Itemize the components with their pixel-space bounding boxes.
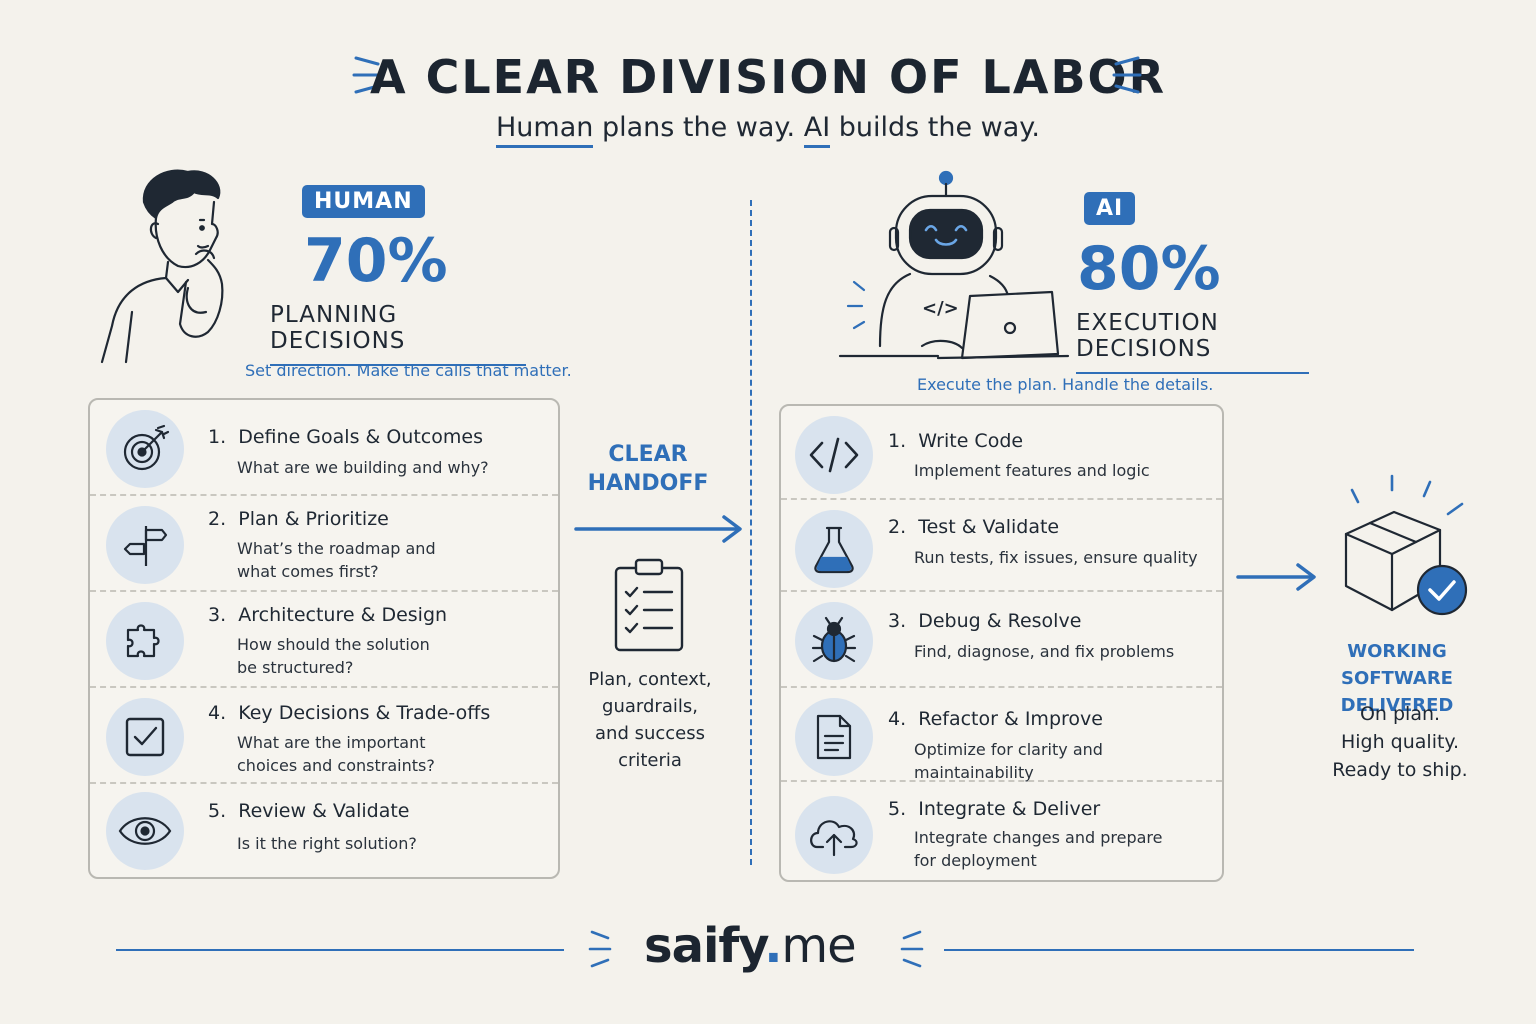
list-item: 1. Define Goals & Outcomes What are we b… (90, 400, 558, 496)
chest-code-label: </> (922, 298, 959, 319)
brand-dot: . (764, 918, 782, 974)
handoff-desc-line: and success (595, 723, 705, 744)
list-item: 1. Write Code Implement features and log… (781, 406, 1222, 500)
thinking-person-illustration (96, 162, 256, 371)
human-badge: HUMAN (302, 185, 425, 218)
cloud-upload-icon (795, 796, 873, 874)
subtitle: Human plans the way. AI builds the way. (0, 112, 1536, 148)
ai-tasks-card: 1. Write Code Implement features and log… (779, 404, 1224, 882)
ai-tagline: Execute the plan. Handle the details. (917, 375, 1214, 394)
item-desc: What are we building and why? (237, 458, 489, 477)
list-item: 5. Integrate & Deliver Integrate changes… (781, 780, 1222, 882)
item-number: 5. (208, 800, 227, 822)
delivered-desc-line: High quality. (1340, 731, 1460, 753)
title-accent-left (350, 50, 384, 100)
bug-icon (795, 602, 873, 680)
item-number: 4. (888, 708, 907, 730)
handoff-label: CLEAR HANDOFF (568, 440, 728, 498)
item-number: 4. (208, 702, 227, 724)
list-item: 3. Architecture & Design How should the … (90, 590, 558, 688)
ai-heading: EXECUTION DECISIONS (1076, 310, 1309, 374)
item-title: Architecture & Design (238, 604, 448, 626)
delivered-title-line2: DELIVERED (1340, 695, 1454, 716)
item-title: Integrate & Deliver (918, 798, 1101, 820)
subtitle-part2: builds the way. (830, 112, 1041, 143)
delivered-desc-line: On plan. (1359, 703, 1441, 725)
item-desc: What’s the roadmap and what comes first? (237, 539, 436, 581)
handoff-label-line2: HANDOFF (587, 471, 709, 496)
footer-accent-right (898, 924, 926, 974)
item-number: 5. (888, 798, 907, 820)
item-number: 3. (208, 604, 227, 626)
eye-icon (106, 792, 184, 870)
item-desc: Is it the right solution? (237, 834, 417, 853)
item-title: Key Decisions & Trade-offs (238, 702, 491, 724)
item-number: 1. (208, 426, 227, 448)
delivered-title-line1: WORKING SOFTWARE (1341, 641, 1453, 689)
subtitle-ai-word: AI (803, 112, 831, 148)
brand-tld: me (781, 918, 856, 974)
handoff-description: Plan, context, guardrails, and success c… (570, 666, 730, 774)
title-accent-right (1110, 50, 1144, 100)
item-title: Plan & Prioritize (238, 508, 389, 530)
delivered-desc-line: Ready to ship. (1332, 759, 1468, 781)
brand-logo: saify.me (644, 918, 857, 974)
item-title: Define Goals & Outcomes (238, 426, 483, 448)
list-item: 4. Refactor & Improve Optimize for clari… (781, 686, 1222, 782)
subtitle-part1: plans the way. (593, 112, 804, 143)
delivery-arrow (1236, 560, 1318, 598)
list-item: 2. Plan & Prioritize What’s the roadmap … (90, 494, 558, 592)
handoff-desc-line: Plan, context, (588, 669, 712, 690)
flask-icon (795, 510, 873, 588)
item-number: 2. (888, 516, 907, 538)
handoff-label-line1: CLEAR (608, 442, 688, 467)
item-desc: Implement features and logic (914, 461, 1150, 480)
page-title: A CLEAR DIVISION OF LABOR (369, 50, 1167, 104)
item-number: 3. (888, 610, 907, 632)
subtitle-human-word: Human (495, 112, 594, 148)
robot-laptop-illustration (838, 168, 1070, 367)
package-check-icon (1330, 470, 1480, 624)
item-desc: What are the important choices and const… (237, 733, 435, 775)
footer-accent-left (586, 924, 614, 974)
footer-line-left (116, 949, 564, 951)
handoff-desc-line: guardrails, (602, 696, 698, 717)
ai-percent: 80% (1077, 234, 1221, 304)
document-icon (795, 698, 873, 776)
item-number: 1. (888, 430, 907, 452)
item-title: Test & Validate (918, 516, 1060, 538)
human-percent: 70% (304, 226, 448, 296)
item-desc: How should the solution be structured? (237, 635, 430, 677)
clipboard-icon (610, 556, 688, 658)
list-item: 2. Test & Validate Run tests, fix issues… (781, 498, 1222, 592)
item-desc: Integrate changes and prepare for deploy… (914, 828, 1163, 870)
puzzle-icon (106, 602, 184, 680)
target-icon (106, 410, 184, 488)
item-title: Refactor & Improve (918, 708, 1103, 730)
signpost-icon (106, 506, 184, 584)
brand-main: saify (644, 918, 765, 974)
item-number: 2. (208, 508, 227, 530)
human-tasks-card: 1. Define Goals & Outcomes What are we b… (88, 398, 560, 879)
human-heading: PLANNING DECISIONS (270, 302, 526, 366)
checkbox-icon (106, 698, 184, 776)
list-item: 5. Review & Validate Is it the right sol… (90, 782, 558, 879)
handoff-desc-line: criteria (618, 750, 682, 771)
delivered-title: WORKING SOFTWARE DELIVERED (1290, 638, 1504, 719)
item-title: Review & Validate (238, 800, 410, 822)
item-desc: Run tests, fix issues, ensure quality (914, 548, 1198, 567)
footer-line-right (944, 949, 1414, 951)
item-title: Write Code (918, 430, 1024, 452)
human-tagline: Set direction. Make the calls that matte… (245, 361, 572, 380)
handoff-arrow (574, 512, 746, 550)
item-desc: Find, diagnose, and fix problems (914, 642, 1175, 661)
center-divider (750, 200, 752, 865)
list-item: 4. Key Decisions & Trade-offs What are t… (90, 686, 558, 784)
code-icon (795, 416, 873, 494)
delivered-description: On plan. High quality. Ready to ship. (1300, 700, 1500, 784)
ai-badge: AI (1084, 192, 1136, 225)
item-title: Debug & Resolve (918, 610, 1082, 632)
item-desc: Optimize for clarity and maintainability (914, 740, 1103, 782)
list-item: 3. Debug & Resolve Find, diagnose, and f… (781, 590, 1222, 688)
